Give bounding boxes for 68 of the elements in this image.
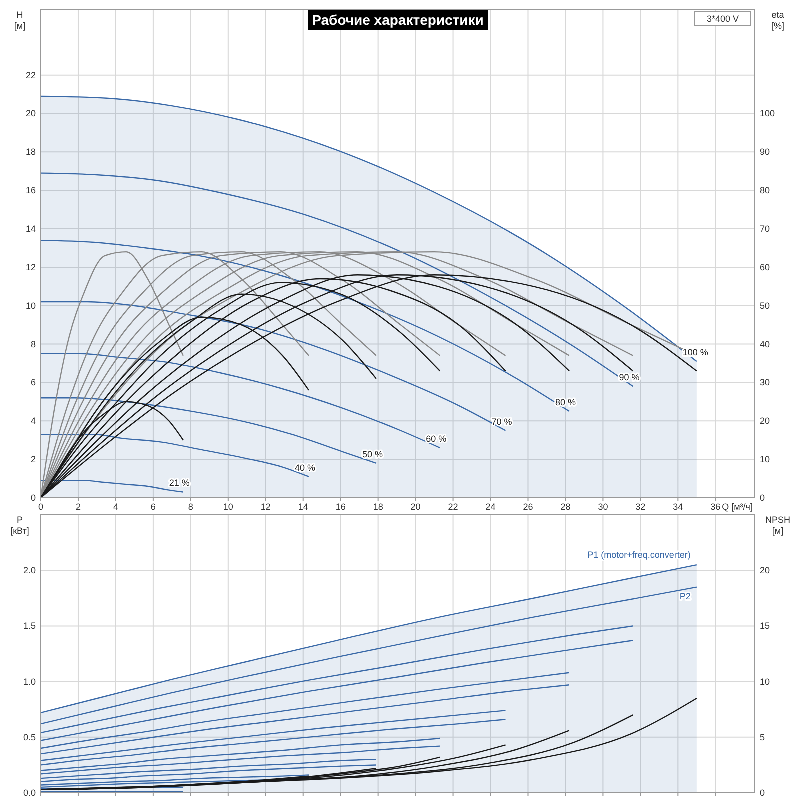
y-tick-label: 0 [30, 493, 36, 503]
y2-axis-title: NPSH [м] [765, 515, 791, 536]
x-tick-label: 24 [486, 502, 496, 512]
y2-axis-title: eta [%] [771, 10, 785, 31]
x-tick-label: 16 [336, 502, 346, 512]
y2-tick-label: 30 [760, 378, 770, 388]
y-tick-label: 16 [26, 186, 36, 196]
y-tick-label: 1.5 [23, 621, 36, 632]
chart-title: Рабочие характеристики [312, 12, 484, 28]
y-tick-label: 20 [26, 108, 36, 119]
y-tick-label: 0.0 [23, 788, 36, 798]
y2-tick-label: 40 [760, 339, 770, 350]
y2-tick-label: 15 [760, 621, 770, 632]
x-tick-label: 4 [113, 502, 118, 512]
x-tick-label: 36 [710, 502, 721, 512]
x-axis-title: Q [м³/ч] [722, 502, 753, 512]
y-tick-label: 22 [26, 70, 36, 80]
x-tick-label: 14 [298, 502, 308, 512]
x-tick-label: 22 [448, 502, 458, 512]
y2-tick-label: 0 [760, 493, 766, 503]
x-tick-label: 8 [188, 502, 194, 512]
x-tick-label: 34 [673, 502, 684, 512]
x-tick-label: 32 [636, 502, 646, 512]
y-axis-title: P [кВт] [10, 515, 30, 536]
y2-tick-label: 70 [760, 224, 770, 234]
y-tick-label: 0.5 [23, 732, 36, 742]
series-label: P1 (motor+freq.converter) [588, 550, 691, 560]
x-tick-label: 12 [260, 502, 271, 512]
series-label: 21 % [169, 478, 190, 488]
x-tick-label: 10 [223, 502, 234, 512]
y2-tick-label: 5 [760, 732, 766, 742]
y-tick-label: 18 [26, 147, 36, 158]
y2-tick-label: 10 [760, 676, 770, 687]
y-tick-label: 4 [30, 416, 36, 426]
y2-tick-label: 0 [760, 788, 766, 798]
y-tick-label: 2.0 [23, 566, 36, 576]
x-tick-label: 0 [38, 502, 44, 512]
series-label: 60 % [426, 434, 447, 444]
y2-tick-label: 60 [760, 262, 770, 272]
series-label: 80 % [555, 398, 576, 408]
x-tick-label: 6 [150, 502, 156, 512]
x-tick-label: 2 [76, 502, 81, 512]
series-label: 40 % [294, 462, 316, 473]
y-axis-title: H [м] [14, 10, 26, 31]
x-tick-label: 30 [598, 502, 608, 512]
series-label: 70 % [492, 416, 512, 427]
y-tick-label: 14 [26, 224, 36, 234]
y-tick-label: 1.0 [23, 676, 36, 687]
y2-tick-label: 10 [760, 454, 770, 465]
x-tick-label: 28 [560, 502, 571, 512]
y-tick-label: 8 [30, 339, 36, 350]
series-label: 50 % [362, 449, 383, 460]
y-tick-label: 2 [30, 454, 36, 465]
x-tick-label: 20 [410, 502, 421, 512]
y2-tick-label: 20 [760, 416, 770, 426]
y2-tick-label: 90 [760, 147, 770, 158]
y-tick-label: 10 [26, 300, 36, 311]
y2-tick-label: 20 [760, 566, 770, 576]
series-label: 90 % [619, 372, 640, 383]
y2-tick-label: 100 [760, 108, 776, 119]
annotation: 3*400 V [706, 14, 740, 24]
series-label: P2 [680, 591, 691, 602]
x-tick-label: 26 [523, 502, 534, 512]
y2-tick-label: 80 [760, 186, 770, 196]
y-tick-label: 12 [26, 262, 36, 272]
y-tick-label: 6 [30, 378, 36, 388]
y2-tick-label: 50 [760, 300, 770, 311]
x-tick-label: 18 [373, 502, 384, 512]
